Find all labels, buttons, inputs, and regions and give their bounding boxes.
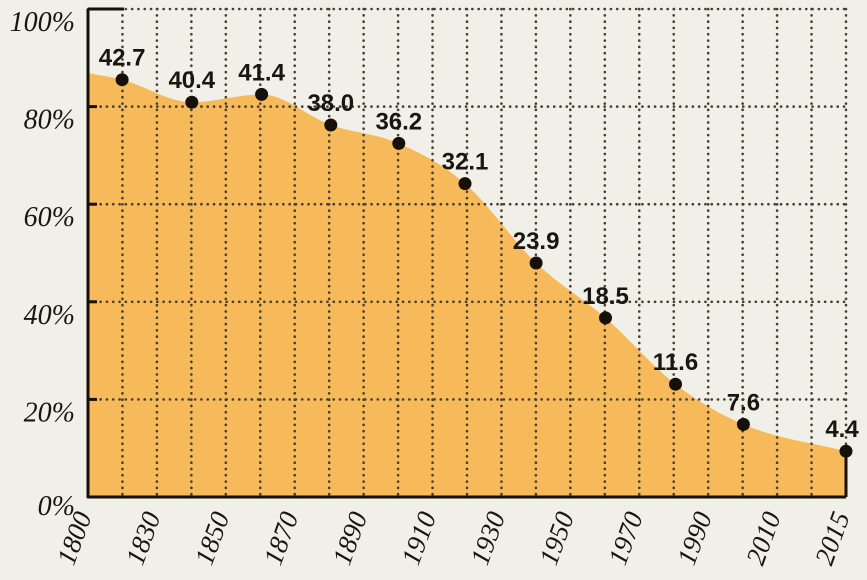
svg-text:4.4: 4.4 — [825, 416, 859, 443]
svg-text:100%: 100% — [10, 7, 75, 38]
svg-text:38.0: 38.0 — [307, 90, 354, 117]
svg-text:80%: 80% — [24, 105, 75, 136]
svg-text:36.2: 36.2 — [375, 108, 422, 135]
svg-text:20%: 20% — [24, 397, 75, 428]
svg-text:42.7: 42.7 — [99, 45, 146, 72]
svg-text:40.4: 40.4 — [168, 67, 215, 94]
svg-text:32.1: 32.1 — [442, 149, 489, 176]
svg-text:18.5: 18.5 — [582, 283, 629, 310]
svg-text:7.6: 7.6 — [727, 389, 760, 416]
svg-text:41.4: 41.4 — [238, 59, 285, 86]
svg-text:11.6: 11.6 — [653, 349, 698, 376]
svg-text:40%: 40% — [24, 300, 75, 331]
svg-text:60%: 60% — [24, 202, 75, 233]
svg-text:23.9: 23.9 — [513, 228, 560, 255]
